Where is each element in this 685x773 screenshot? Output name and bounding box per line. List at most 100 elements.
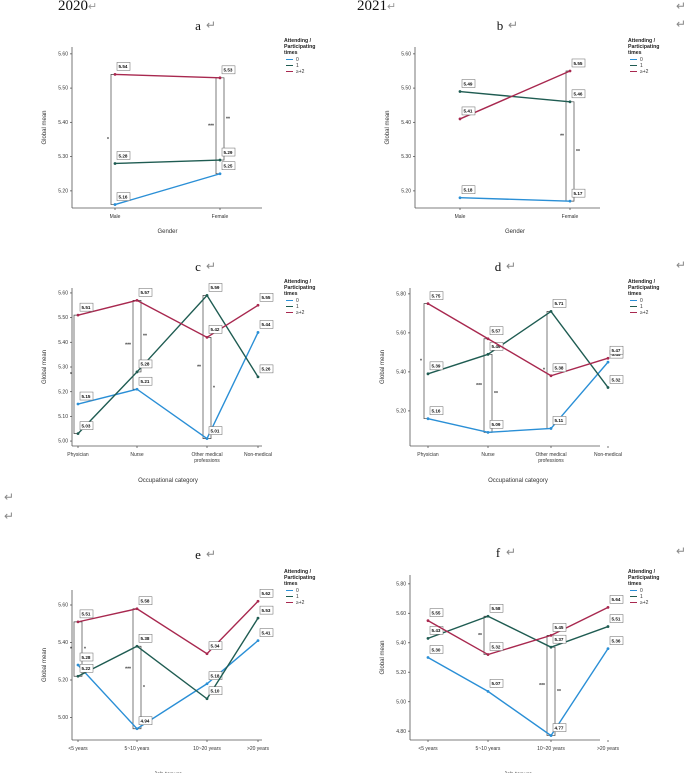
year-2021-heading: 2021↵	[357, 0, 397, 14]
series-line-2	[427, 303, 609, 377]
significance-marker: **	[143, 334, 147, 340]
data-point	[113, 73, 117, 76]
data-label-box	[552, 634, 567, 644]
data-label-box	[552, 723, 567, 732]
y-tick-label: 5.00	[396, 699, 406, 705]
series-line-1	[77, 294, 259, 435]
chart-panel-d: d ↵ 5.20 5.40 5.60 5.80 Physician Nurse Other me…	[380, 258, 685, 484]
legend-title-line: Attending /	[628, 569, 656, 575]
data-label-box	[429, 645, 444, 654]
legend-item-label: 1	[640, 304, 643, 310]
data-label: 5.49	[489, 342, 504, 351]
significance-bracket	[202, 295, 206, 439]
data-point	[76, 402, 80, 406]
significance-marker: **	[576, 149, 580, 155]
chart-panel-f: f ↵ 4.80 5.00 5.20 5.40 5.60 5.80 <5 years 5~10 y…	[380, 544, 685, 773]
y-tick-label: 5.30	[58, 154, 68, 160]
data-point	[426, 656, 430, 659]
y-tick-label: 5.20	[396, 408, 406, 414]
data-point	[426, 302, 430, 306]
significance-bracket	[483, 338, 487, 433]
data-point	[205, 682, 209, 686]
data-point	[205, 437, 209, 440]
x-tick-label: Male	[455, 214, 466, 220]
data-label-text: 5.03	[82, 423, 91, 428]
significance-marker: **	[226, 116, 230, 122]
data-label: 5.07	[489, 679, 504, 688]
data-label-text: 5.51	[612, 616, 621, 621]
data-point	[458, 117, 462, 121]
data-label-box	[116, 192, 131, 201]
significance-marker: ***	[539, 683, 545, 689]
y-axis-label: Global mean	[380, 640, 386, 674]
y-tick-label: 5.50	[401, 86, 411, 92]
significance-marker: **	[557, 689, 561, 695]
series-line-1	[459, 90, 571, 103]
data-point	[113, 203, 117, 206]
data-label-box	[571, 89, 586, 99]
legend-item-label: ≥+2	[640, 310, 649, 316]
significance-bracket	[73, 621, 77, 677]
y-tick-label: 5.60	[58, 51, 68, 57]
significance-marker: **	[494, 391, 498, 397]
legend-item-label: ≥+2	[640, 69, 649, 75]
data-label-box	[259, 628, 274, 637]
data-label-text: 5.43	[432, 628, 441, 633]
data-label: 5.54	[116, 62, 131, 71]
data-point	[486, 689, 490, 693]
data-label: 5.42	[208, 325, 223, 334]
data-label-text: 5.18	[211, 674, 220, 679]
x-tick-label: Non-medical	[244, 452, 272, 458]
data-label: 5.38	[138, 634, 153, 643]
data-label-box	[552, 299, 567, 308]
y-axis-label: Global mean	[385, 110, 391, 144]
data-label-box	[552, 363, 567, 373]
data-label-text: 5.64	[612, 597, 621, 602]
data-label-box	[208, 325, 223, 334]
significance-bracket	[546, 311, 550, 429]
data-label-box	[609, 614, 624, 623]
data-point	[135, 387, 139, 391]
legend-title-line: Participating	[628, 285, 659, 291]
return-mark: ↵	[676, 17, 685, 31]
data-label: 5.39	[429, 361, 444, 371]
series-line-0	[114, 173, 221, 206]
data-point	[606, 647, 610, 651]
y-axis-label: Global mean	[380, 350, 386, 384]
data-point	[135, 607, 139, 611]
y-tick-label: 5.20	[401, 188, 411, 194]
data-label-text: 5.53	[262, 608, 271, 613]
y-tick-label: 5.20	[58, 188, 68, 194]
series-line-1	[77, 617, 259, 700]
y-tick-label: 5.20	[58, 389, 68, 395]
x-axis-label: Gender	[157, 229, 177, 235]
return-mark: ↵	[676, 0, 685, 13]
chart-panel-a: a ↵ 5.20 5.30 5.40 5.50 5.60 Male Female Gender Gl…	[42, 18, 315, 235]
data-point	[76, 674, 80, 678]
data-point	[486, 614, 490, 618]
data-label-text: 5.36	[612, 638, 621, 643]
significance-bracket	[565, 70, 569, 202]
data-label-box	[138, 376, 153, 386]
data-label-text: 5.62	[262, 591, 271, 596]
y-tick-label: 5.80	[396, 291, 406, 297]
return-mark: ↵	[676, 544, 685, 558]
data-point	[549, 634, 553, 637]
data-label-text: 5.16	[119, 194, 128, 199]
panel-title-c: c	[195, 259, 201, 274]
data-point	[549, 645, 553, 649]
y-tick-label: 5.40	[401, 120, 411, 126]
series-line-0	[77, 332, 259, 440]
x-tick-label: Other medical	[191, 452, 222, 458]
data-label-box	[79, 652, 94, 662]
x-tick-label: Physician	[67, 452, 89, 458]
data-label-text: 5.25	[224, 164, 233, 169]
data-label-box	[489, 326, 504, 335]
x-tick-label: Other medical	[535, 452, 566, 458]
significance-marker: *	[543, 367, 545, 373]
data-label-text: 5.55	[432, 610, 441, 615]
data-label: 5.64	[609, 595, 624, 604]
panel-title-a: a	[195, 18, 201, 33]
